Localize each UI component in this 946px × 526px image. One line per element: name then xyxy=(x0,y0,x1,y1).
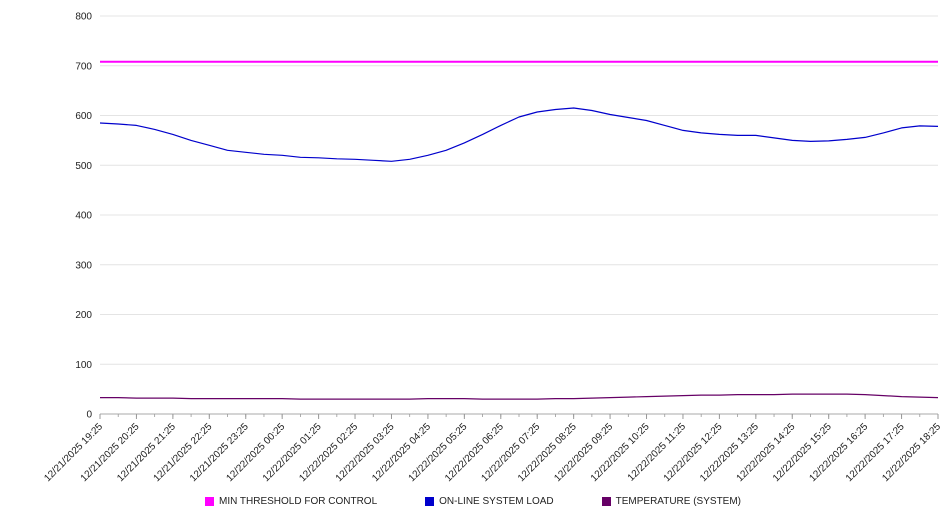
legend-label-temperature: TEMPERATURE (SYSTEM) xyxy=(615,496,742,507)
y-tick-label: 200 xyxy=(75,310,92,321)
legend-swatch-min-threshold-icon xyxy=(204,497,214,506)
legend-item-min-threshold[interactable]: MIN THRESHOLD FOR CONTROL xyxy=(204,496,378,507)
chart-area: 0 100 200 300 400 500 600 700 800 12/21/2025 19:2… xyxy=(42,12,943,485)
y-tick-label: 500 xyxy=(75,161,92,172)
legend: MIN THRESHOLD FOR CONTROL ON-LINE SYSTEM… xyxy=(0,494,946,524)
legend-item-temperature[interactable]: TEMPERATURE (SYSTEM) xyxy=(601,496,742,507)
series-line-2 xyxy=(100,393,939,400)
y-tick-label: 100 xyxy=(75,360,92,371)
y-tick-label: 700 xyxy=(75,61,92,72)
y-tick-label: 300 xyxy=(75,260,92,271)
legend-label-min-threshold: MIN THRESHOLD FOR CONTROL xyxy=(218,496,378,507)
legend-swatch-temperature-icon xyxy=(601,497,611,506)
legend-swatch-system-load-icon xyxy=(425,497,435,506)
legend-item-system-load[interactable]: ON-LINE SYSTEM LOAD xyxy=(425,496,554,507)
series-line-1 xyxy=(99,107,939,162)
legend-label-system-load: ON-LINE SYSTEM LOAD xyxy=(439,496,554,507)
y-tick-label: 400 xyxy=(75,211,92,222)
y-tick-label: 800 xyxy=(75,12,92,23)
y-tick-label: 600 xyxy=(75,111,92,122)
y-tick-label: 0 xyxy=(86,410,92,421)
